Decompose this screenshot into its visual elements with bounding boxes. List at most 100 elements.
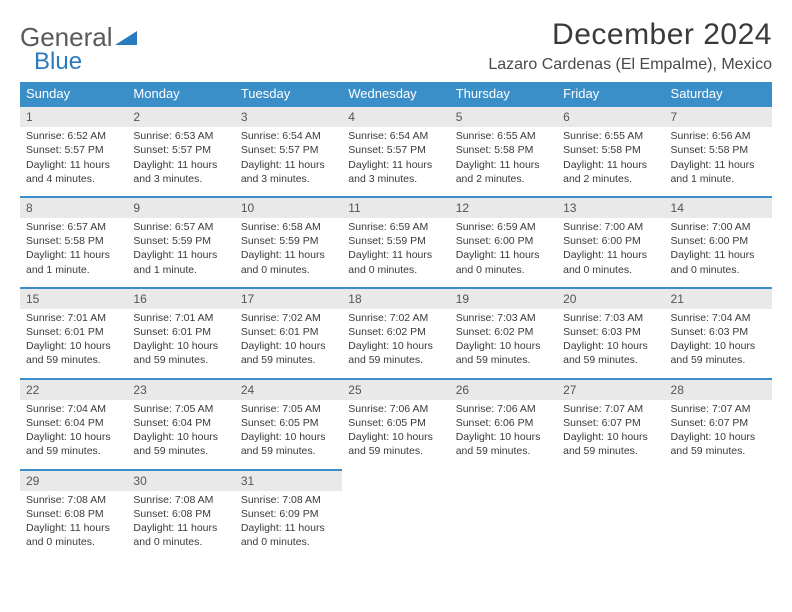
sunrise-text: Sunrise: 6:54 AM [348, 129, 443, 143]
calendar-cell: 11Sunrise: 6:59 AMSunset: 5:59 PMDayligh… [342, 196, 449, 287]
sunrise-text: Sunrise: 7:08 AM [241, 493, 336, 507]
day-number: 13 [557, 196, 664, 218]
day-number: 3 [235, 105, 342, 127]
daylight-text: Daylight: 11 hours and 0 minutes. [456, 248, 551, 276]
weekday-header: Friday [557, 82, 664, 105]
day-number: 28 [665, 378, 772, 400]
calendar-cell: 2Sunrise: 6:53 AMSunset: 5:57 PMDaylight… [127, 105, 234, 196]
sunset-text: Sunset: 6:05 PM [241, 416, 336, 430]
sunset-text: Sunset: 6:09 PM [241, 507, 336, 521]
day-number: 10 [235, 196, 342, 218]
sunset-text: Sunset: 6:01 PM [241, 325, 336, 339]
daylight-text: Daylight: 11 hours and 2 minutes. [456, 158, 551, 186]
daylight-text: Daylight: 11 hours and 0 minutes. [563, 248, 658, 276]
day-body: Sunrise: 6:53 AMSunset: 5:57 PMDaylight:… [127, 127, 234, 196]
day-number: 29 [20, 469, 127, 491]
calendar-body: 1Sunrise: 6:52 AMSunset: 5:57 PMDaylight… [20, 105, 772, 559]
day-number: 6 [557, 105, 664, 127]
sunrise-text: Sunrise: 7:03 AM [456, 311, 551, 325]
sunset-text: Sunset: 6:00 PM [563, 234, 658, 248]
sunrise-text: Sunrise: 6:59 AM [456, 220, 551, 234]
sunrise-text: Sunrise: 6:56 AM [671, 129, 766, 143]
sunset-text: Sunset: 6:07 PM [563, 416, 658, 430]
sunrise-text: Sunrise: 6:57 AM [26, 220, 121, 234]
calendar-cell: .... [665, 469, 772, 560]
day-body: Sunrise: 7:01 AMSunset: 6:01 PMDaylight:… [127, 309, 234, 378]
day-number: 25 [342, 378, 449, 400]
sunrise-text: Sunrise: 7:05 AM [133, 402, 228, 416]
day-body: Sunrise: 7:01 AMSunset: 6:01 PMDaylight:… [20, 309, 127, 378]
sunrise-text: Sunrise: 7:06 AM [456, 402, 551, 416]
sunrise-text: Sunrise: 7:03 AM [563, 311, 658, 325]
day-body: Sunrise: 7:08 AMSunset: 6:08 PMDaylight:… [127, 491, 234, 560]
day-body: Sunrise: 7:04 AMSunset: 6:03 PMDaylight:… [665, 309, 772, 378]
day-number: 4 [342, 105, 449, 127]
day-number: 21 [665, 287, 772, 309]
weekday-header: Monday [127, 82, 234, 105]
daylight-text: Daylight: 10 hours and 59 minutes. [456, 430, 551, 458]
daylight-text: Daylight: 11 hours and 3 minutes. [133, 158, 228, 186]
calendar-cell: 13Sunrise: 7:00 AMSunset: 6:00 PMDayligh… [557, 196, 664, 287]
sunrise-text: Sunrise: 7:07 AM [671, 402, 766, 416]
calendar-cell: 26Sunrise: 7:06 AMSunset: 6:06 PMDayligh… [450, 378, 557, 469]
day-body: Sunrise: 7:07 AMSunset: 6:07 PMDaylight:… [665, 400, 772, 469]
day-body: Sunrise: 6:57 AMSunset: 5:58 PMDaylight:… [20, 218, 127, 287]
day-number: 31 [235, 469, 342, 491]
sunset-text: Sunset: 6:01 PM [133, 325, 228, 339]
sunrise-text: Sunrise: 7:04 AM [671, 311, 766, 325]
daylight-text: Daylight: 10 hours and 59 minutes. [133, 339, 228, 367]
daylight-text: Daylight: 10 hours and 59 minutes. [26, 430, 121, 458]
sunrise-text: Sunrise: 7:00 AM [671, 220, 766, 234]
calendar-row: 29Sunrise: 7:08 AMSunset: 6:08 PMDayligh… [20, 469, 772, 560]
day-body: Sunrise: 7:03 AMSunset: 6:02 PMDaylight:… [450, 309, 557, 378]
calendar-table: SundayMondayTuesdayWednesdayThursdayFrid… [20, 82, 772, 559]
sunset-text: Sunset: 5:58 PM [456, 143, 551, 157]
sunrise-text: Sunrise: 7:05 AM [241, 402, 336, 416]
calendar-cell: 15Sunrise: 7:01 AMSunset: 6:01 PMDayligh… [20, 287, 127, 378]
sunset-text: Sunset: 5:57 PM [26, 143, 121, 157]
day-number: 9 [127, 196, 234, 218]
daylight-text: Daylight: 11 hours and 0 minutes. [26, 521, 121, 549]
day-body: Sunrise: 7:06 AMSunset: 6:05 PMDaylight:… [342, 400, 449, 469]
calendar-cell: 28Sunrise: 7:07 AMSunset: 6:07 PMDayligh… [665, 378, 772, 469]
calendar-cell: 7Sunrise: 6:56 AMSunset: 5:58 PMDaylight… [665, 105, 772, 196]
daylight-text: Daylight: 10 hours and 59 minutes. [563, 430, 658, 458]
daylight-text: Daylight: 10 hours and 59 minutes. [133, 430, 228, 458]
sunrise-text: Sunrise: 7:01 AM [133, 311, 228, 325]
sunset-text: Sunset: 5:57 PM [133, 143, 228, 157]
day-body: Sunrise: 7:04 AMSunset: 6:04 PMDaylight:… [20, 400, 127, 469]
daylight-text: Daylight: 11 hours and 0 minutes. [241, 248, 336, 276]
day-number: 20 [557, 287, 664, 309]
sunset-text: Sunset: 6:07 PM [671, 416, 766, 430]
sunset-text: Sunset: 6:00 PM [671, 234, 766, 248]
calendar-cell: 1Sunrise: 6:52 AMSunset: 5:57 PMDaylight… [20, 105, 127, 196]
day-body: Sunrise: 6:57 AMSunset: 5:59 PMDaylight:… [127, 218, 234, 287]
day-number: 24 [235, 378, 342, 400]
day-body: Sunrise: 6:59 AMSunset: 6:00 PMDaylight:… [450, 218, 557, 287]
daylight-text: Daylight: 10 hours and 59 minutes. [348, 339, 443, 367]
daylight-text: Daylight: 10 hours and 59 minutes. [563, 339, 658, 367]
sunset-text: Sunset: 6:08 PM [133, 507, 228, 521]
sunrise-text: Sunrise: 6:54 AM [241, 129, 336, 143]
calendar-cell: 22Sunrise: 7:04 AMSunset: 6:04 PMDayligh… [20, 378, 127, 469]
daylight-text: Daylight: 11 hours and 3 minutes. [241, 158, 336, 186]
sunset-text: Sunset: 5:58 PM [26, 234, 121, 248]
day-body: Sunrise: 6:59 AMSunset: 5:59 PMDaylight:… [342, 218, 449, 287]
weekday-header: Sunday [20, 82, 127, 105]
sunrise-text: Sunrise: 7:08 AM [26, 493, 121, 507]
weekday-header: Wednesday [342, 82, 449, 105]
sunset-text: Sunset: 5:59 PM [133, 234, 228, 248]
sunset-text: Sunset: 6:03 PM [671, 325, 766, 339]
day-number: 8 [20, 196, 127, 218]
daylight-text: Daylight: 11 hours and 0 minutes. [348, 248, 443, 276]
daylight-text: Daylight: 11 hours and 0 minutes. [671, 248, 766, 276]
sunrise-text: Sunrise: 6:55 AM [563, 129, 658, 143]
calendar-row: 22Sunrise: 7:04 AMSunset: 6:04 PMDayligh… [20, 378, 772, 469]
calendar-cell: .... [342, 469, 449, 560]
day-body: Sunrise: 6:58 AMSunset: 5:59 PMDaylight:… [235, 218, 342, 287]
sunset-text: Sunset: 6:04 PM [133, 416, 228, 430]
day-body: Sunrise: 6:54 AMSunset: 5:57 PMDaylight:… [235, 127, 342, 196]
sunset-text: Sunset: 5:59 PM [348, 234, 443, 248]
day-number: 11 [342, 196, 449, 218]
sunrise-text: Sunrise: 7:02 AM [241, 311, 336, 325]
